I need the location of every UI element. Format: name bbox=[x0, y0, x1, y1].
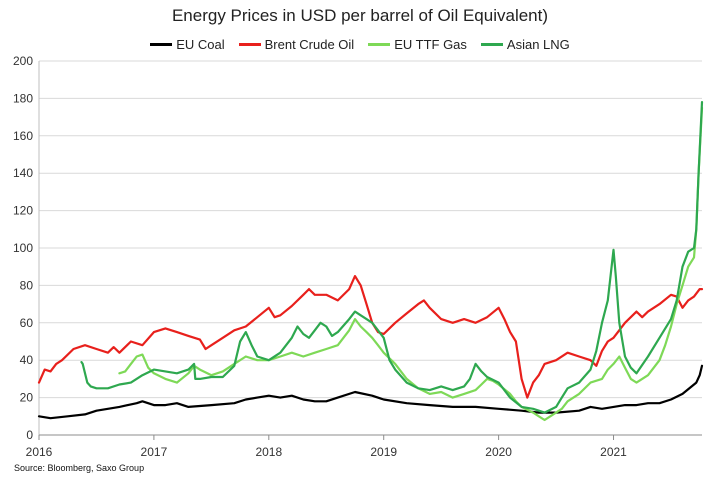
y-tick-label: 160 bbox=[13, 129, 33, 143]
legend-item-eu-coal: EU Coal bbox=[150, 37, 225, 52]
legend-swatch-eu-ttf-gas bbox=[368, 43, 391, 46]
legend-swatch-asian-lng bbox=[480, 43, 503, 46]
x-tick-label: 2017 bbox=[141, 445, 168, 459]
legend-swatch-brent-crude-oil bbox=[238, 43, 261, 46]
y-tick-label: 120 bbox=[13, 204, 33, 218]
x-tick-label: 2020 bbox=[485, 445, 512, 459]
y-tick-label: 60 bbox=[20, 316, 34, 330]
chart-legend: EU Coal Brent Crude Oil EU TTF Gas Asian… bbox=[0, 37, 720, 52]
legend-label-brent-crude-oil: Brent Crude Oil bbox=[264, 37, 355, 52]
y-tick-label: 140 bbox=[13, 166, 33, 180]
x-tick-label: 2021 bbox=[600, 445, 627, 459]
legend-swatch-eu-coal bbox=[150, 43, 173, 46]
y-tick-label: 200 bbox=[13, 54, 33, 68]
legend-label-eu-ttf-gas: EU TTF Gas bbox=[394, 37, 467, 52]
series-line-eu-ttf-gas bbox=[118, 106, 704, 422]
y-tick-label: 40 bbox=[20, 353, 34, 367]
y-tick-label: 0 bbox=[26, 428, 33, 442]
y-tick-label: 100 bbox=[13, 241, 33, 255]
y-tick-label: 20 bbox=[20, 391, 34, 405]
legend-label-eu-coal: EU Coal bbox=[176, 37, 225, 52]
legend-item-asian-lng: Asian LNG bbox=[480, 37, 570, 52]
legend-item-eu-ttf-gas: EU TTF Gas bbox=[368, 37, 467, 52]
x-tick-label: 2019 bbox=[370, 445, 397, 459]
chart-source: Source: Bloomberg, Saxo Group bbox=[14, 463, 145, 473]
x-tick-label: 2016 bbox=[26, 445, 53, 459]
chart-title: Energy Prices in USD per barrel of Oil E… bbox=[171, 6, 549, 25]
y-tick-label: 80 bbox=[20, 278, 34, 292]
series-line-brent-crude-oil bbox=[37, 275, 704, 399]
x-tick-label: 2018 bbox=[255, 445, 282, 459]
series-line-eu-coal bbox=[37, 364, 704, 420]
y-tick-label: 180 bbox=[13, 91, 33, 105]
legend-label-asian-lng: Asian LNG bbox=[506, 37, 570, 52]
series-line-asian-lng bbox=[80, 100, 704, 414]
legend-item-brent-crude-oil: Brent Crude Oil bbox=[238, 37, 355, 52]
